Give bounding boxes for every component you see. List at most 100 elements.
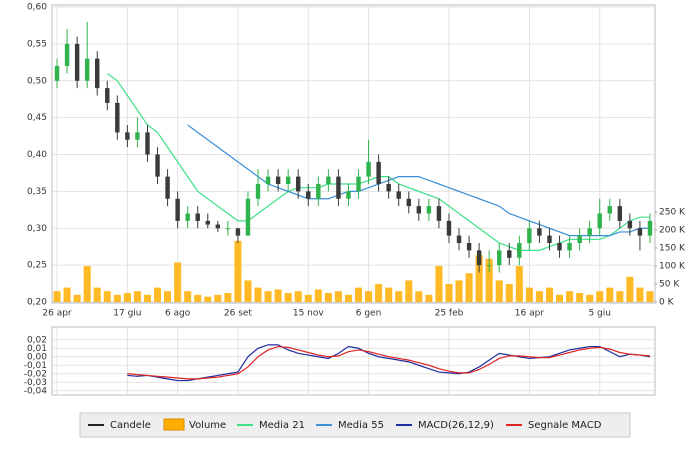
x-tick-label: 5 giu xyxy=(588,309,611,319)
candle-body xyxy=(557,243,562,251)
y-tick-label: 0,02 xyxy=(27,335,47,345)
candle-body xyxy=(285,176,291,184)
x-tick-label: 6 ago xyxy=(165,309,191,319)
legend-label: Media 21 xyxy=(259,420,305,431)
candle-body xyxy=(255,184,261,199)
candle-body xyxy=(406,198,411,207)
volume-bar xyxy=(234,240,242,302)
volume-bar xyxy=(485,258,493,302)
volume-bar xyxy=(415,291,423,302)
volume-bar xyxy=(194,294,202,302)
volume-bar xyxy=(525,287,533,302)
x-tick-label: 16 apr xyxy=(515,309,545,319)
volume-bar xyxy=(214,294,222,302)
candle-body xyxy=(84,58,90,81)
candle-body xyxy=(275,176,281,184)
volume-bar xyxy=(73,294,81,302)
candle-body xyxy=(356,176,361,192)
line-series xyxy=(127,344,651,382)
volume-bar xyxy=(103,291,111,302)
candle-body xyxy=(386,184,391,192)
volume-bar xyxy=(93,287,101,302)
candle-body xyxy=(155,154,160,177)
y-tick-label: 0,20 xyxy=(27,298,47,308)
y-tick-label: 0,40 xyxy=(27,150,47,160)
volume-bar xyxy=(334,291,342,302)
candle-body xyxy=(336,176,341,199)
y2-tick-label: 200 K xyxy=(659,226,686,236)
y2-tick-label: 150 K xyxy=(659,244,686,254)
volume-bar xyxy=(355,287,363,302)
volume-bar xyxy=(545,287,553,302)
candle-body xyxy=(306,191,311,199)
volume-bar xyxy=(626,276,634,302)
candle-body xyxy=(175,198,180,221)
volume-bar xyxy=(314,289,322,302)
candle-body xyxy=(547,235,552,243)
legend-label: Media 55 xyxy=(338,420,384,431)
volume-bar xyxy=(475,255,483,302)
y-tick-label: 0,30 xyxy=(27,224,47,234)
volume-bar xyxy=(556,294,564,302)
x-tick-label: 15 nov xyxy=(293,309,325,319)
candle-body xyxy=(466,243,472,251)
volume-bar xyxy=(586,294,594,302)
legend: Candele Volume Media 21 Media 55 MACD(26,12,… xyxy=(79,412,631,438)
volume-bar xyxy=(385,287,393,302)
volume-bar xyxy=(123,293,131,302)
candle-body xyxy=(426,206,432,214)
candle-body xyxy=(567,243,572,251)
x-tick-label: 6 gen xyxy=(356,309,382,319)
candle-body xyxy=(476,250,482,266)
volume-bar xyxy=(646,291,654,302)
candle-body xyxy=(195,213,200,221)
volume-bar xyxy=(344,294,352,302)
line-series xyxy=(127,345,651,380)
candle-body xyxy=(597,213,602,229)
y-tick-label: 0,55 xyxy=(27,39,47,49)
y-tick-label: 0,00 xyxy=(27,352,47,362)
candle-body xyxy=(366,161,371,177)
legend-label: Segnale MACD xyxy=(528,420,602,431)
candle-body xyxy=(537,228,542,236)
volume-bar xyxy=(154,287,162,302)
candle-body xyxy=(346,191,351,199)
legend-label: Volume xyxy=(189,420,226,431)
volume-bar xyxy=(264,291,272,302)
legend-label: MACD(26,12,9) xyxy=(418,420,494,431)
volume-bar xyxy=(204,296,212,302)
candle-body xyxy=(185,213,190,221)
volume-bar xyxy=(365,291,373,302)
volume-bar xyxy=(395,291,403,302)
volume-bar xyxy=(254,287,262,302)
volume-bar xyxy=(405,280,413,302)
candle-body xyxy=(205,220,210,225)
candle-body xyxy=(647,220,653,236)
y-tick-label: -0,03 xyxy=(24,378,47,388)
volume-bar xyxy=(83,266,91,302)
candle-body xyxy=(376,161,381,184)
y2-tick-label: 100 K xyxy=(659,262,686,272)
volume-bar xyxy=(284,293,292,302)
volume-bar xyxy=(606,287,614,302)
candle-body xyxy=(135,132,140,140)
candle-body xyxy=(446,220,452,236)
legend-swatch xyxy=(163,418,185,431)
volume-bar xyxy=(244,280,252,302)
volume-bar xyxy=(495,280,503,302)
volume-bar xyxy=(505,284,513,302)
volume-bar xyxy=(294,291,302,302)
volume-bar xyxy=(375,284,383,302)
y-tick-label: -0,01 xyxy=(24,361,47,371)
y-tick-label: -0,02 xyxy=(24,369,47,379)
legend-label: Candele xyxy=(110,420,151,431)
volume-bar xyxy=(143,294,151,302)
candle-body xyxy=(527,228,532,243)
candle-body xyxy=(517,243,522,258)
candle-body xyxy=(486,265,492,267)
volume-bar xyxy=(596,291,604,302)
volume-bar xyxy=(53,291,61,302)
volume-bar xyxy=(566,291,574,302)
candle-body xyxy=(396,191,401,199)
